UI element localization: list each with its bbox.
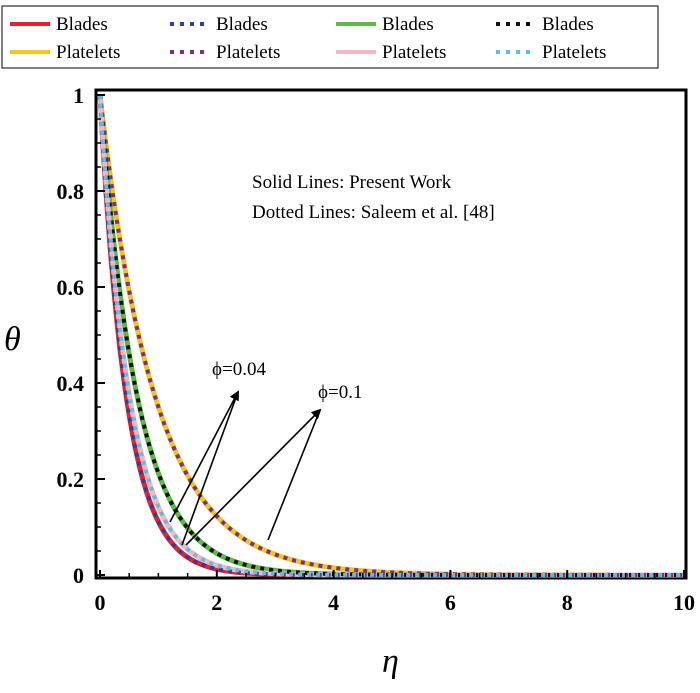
y-tick-label-0.8: 0.8 [57, 179, 85, 204]
arrow-phi-01 [185, 408, 322, 546]
legend-label-6: Blades [542, 14, 594, 35]
plot-frame [94, 88, 688, 580]
y-tick-label-0.6: 0.6 [57, 275, 85, 300]
y-axis-label: θ [4, 321, 21, 358]
phi-label-01: ϕ=0.1 [318, 382, 362, 403]
legend-box [1, 5, 659, 69]
annotation-dotted: Dotted Lines: Saleem et al. [48] [252, 202, 495, 223]
x-tick-label-0: 0 [95, 590, 106, 615]
annotation-solid: Solid Lines: Present Work [252, 172, 452, 193]
phi-label-004: ϕ=0.04 [212, 359, 266, 380]
y-tick-label-0.2: 0.2 [57, 467, 85, 492]
legend-label-2: Blades [216, 14, 268, 35]
series-line-3 [98, 94, 684, 577]
arrow-phi-004 [169, 390, 239, 546]
x-axis-label: η [382, 643, 399, 680]
legend: Blades Platelets Blades Platelets Blades Plat… [10, 14, 606, 63]
y-tick-label-0.4: 0.4 [57, 371, 85, 396]
legend-label-7: Platelets [542, 42, 606, 63]
legend-label-1: Platelets [56, 42, 120, 63]
x-tick-label-10: 10 [673, 590, 695, 615]
x-tick-label-4: 4 [328, 590, 339, 615]
y-tick-label-1: 1 [73, 83, 84, 108]
x-tick-label-8: 8 [562, 590, 573, 615]
legend-label-5: Platelets [382, 42, 446, 63]
x-tick-label-2: 2 [211, 590, 222, 615]
y-tick-label-0: 0 [73, 563, 84, 588]
x-tick-label-6: 6 [445, 590, 456, 615]
legend-label-3: Platelets [216, 42, 280, 63]
legend-label-0: Blades [56, 14, 108, 35]
ticks: 0 2 4 6 8 10 0 0.2 0.4 0.6 0.8 1 [57, 83, 696, 615]
legend-label-4: Blades [382, 14, 434, 35]
